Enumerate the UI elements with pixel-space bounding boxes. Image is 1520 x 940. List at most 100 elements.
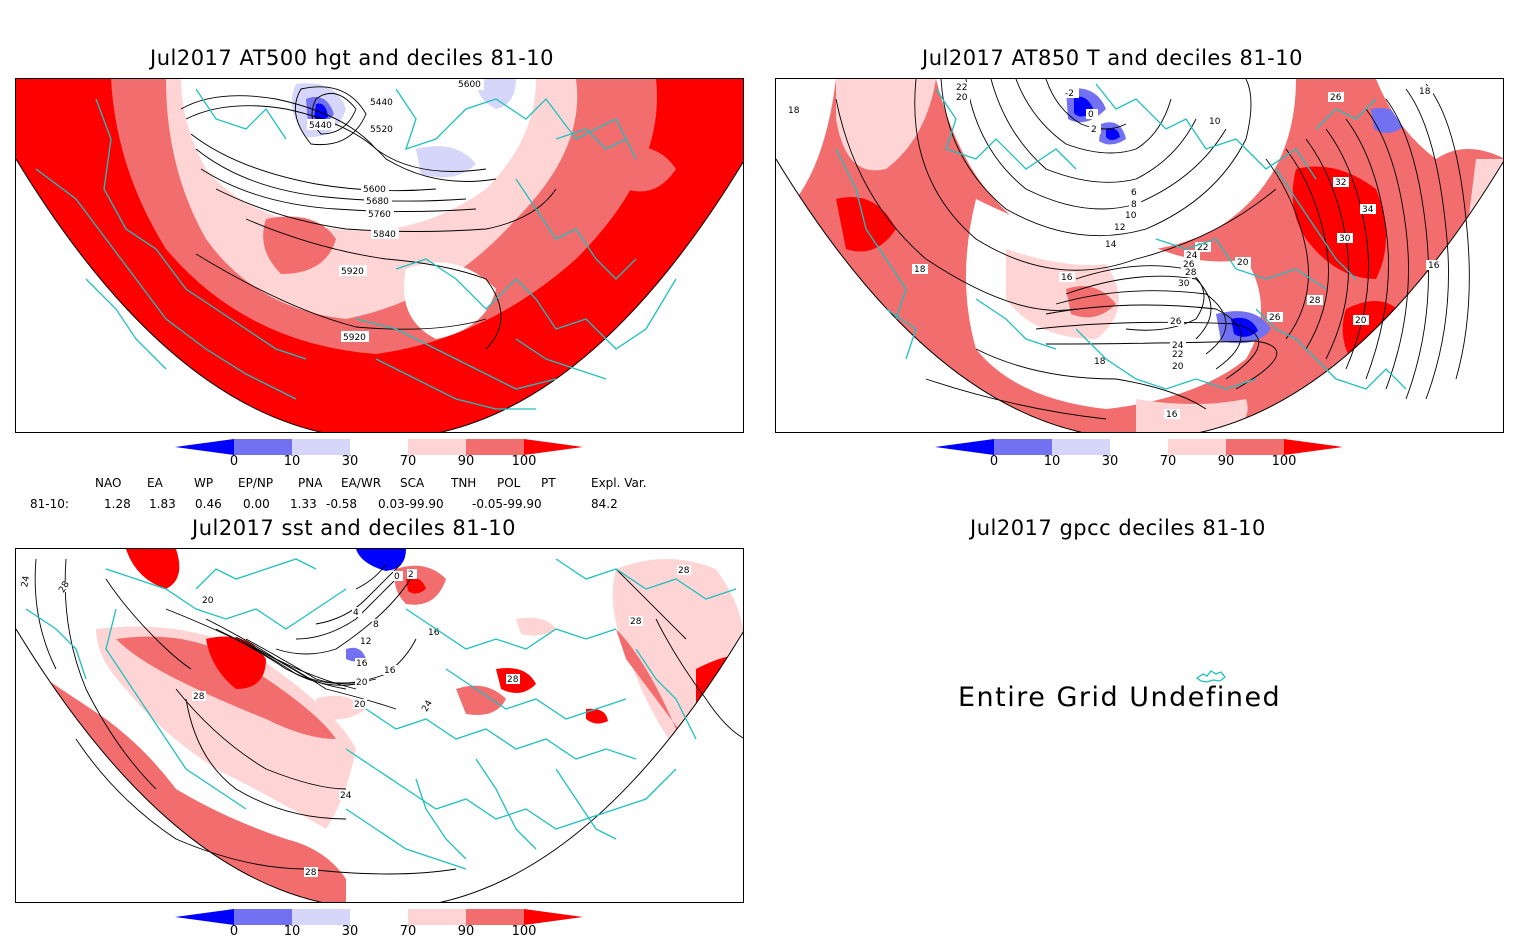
contour-label: 26 bbox=[1330, 93, 1342, 103]
contour-label: 20 bbox=[202, 596, 214, 606]
contour-label: 8 bbox=[373, 620, 379, 630]
index-header: PT bbox=[541, 476, 556, 490]
index-value: 0.46 bbox=[195, 497, 222, 511]
contour-label: 20 bbox=[356, 678, 368, 688]
contour-label: 34 bbox=[1362, 205, 1374, 215]
contour-label: 5520 bbox=[370, 125, 393, 135]
contour-label: 24 bbox=[1172, 341, 1184, 351]
colorbar-label: 0 bbox=[989, 454, 999, 469]
index-value: 1.33 bbox=[290, 497, 317, 511]
index-header: SCA bbox=[400, 476, 425, 490]
colorbar-label: 30 bbox=[341, 924, 359, 939]
index-header: WP bbox=[194, 476, 214, 490]
colorbar-label: 30 bbox=[341, 454, 359, 469]
contour-label: 4 bbox=[353, 608, 359, 618]
colorbar-label: 10 bbox=[283, 924, 301, 939]
contour-label: 5440 bbox=[370, 98, 393, 108]
contour-label: 24 bbox=[20, 575, 32, 588]
index-value: -0.05 bbox=[472, 497, 504, 511]
index-header: POL bbox=[497, 476, 521, 490]
index-row-label: 81-10: bbox=[30, 497, 69, 511]
index-header: Expl. Var. bbox=[591, 476, 647, 490]
contour-label: 18 bbox=[1419, 87, 1431, 97]
panel-title-gpcc: Jul2017 gpcc deciles 81-10 bbox=[970, 516, 1266, 540]
colorbar-label: 0 bbox=[229, 454, 239, 469]
contour-label: 6 bbox=[1131, 188, 1137, 198]
gpcc-island-outline bbox=[1195, 670, 1226, 683]
colorbar-label: 100 bbox=[1271, 454, 1297, 469]
contour-label: 12 bbox=[360, 637, 371, 647]
index-value: 1.28 bbox=[104, 497, 131, 511]
index-value: -99.90 bbox=[405, 497, 444, 511]
contour-label: 20 bbox=[1172, 362, 1184, 372]
panel-title-hgt500: Jul2017 AT500 hgt and deciles 81-10 bbox=[150, 46, 555, 70]
colorbar-label: 90 bbox=[457, 454, 475, 469]
index-value: 0.00 bbox=[243, 497, 270, 511]
sst-contour-labels: 24 28 20 0 2 4 8 12 16 16 20 24 28 28 28… bbox=[18, 565, 691, 878]
contour-label: 28 bbox=[507, 675, 519, 685]
contour-label: 28 bbox=[305, 868, 317, 878]
contour-label: 14 bbox=[1105, 240, 1117, 250]
contour-label: 5600 bbox=[363, 185, 386, 195]
index-header: EP/NP bbox=[238, 476, 274, 490]
colorbar-label: 10 bbox=[1043, 454, 1061, 469]
colorbar-label: 10 bbox=[283, 454, 301, 469]
contour-label: 0 bbox=[394, 572, 400, 582]
contour-label: 5440 bbox=[309, 121, 332, 131]
contour-label: 2 bbox=[1091, 125, 1097, 135]
contour-label: 24 bbox=[340, 791, 352, 801]
contour-label: 12 bbox=[1114, 223, 1125, 233]
hgt500-contour-labels: 5440 5440 5520 5600 5600 5680 5760 5840 … bbox=[307, 79, 484, 343]
contour-label: 24 bbox=[1186, 251, 1198, 261]
contour-label: 5920 bbox=[341, 267, 364, 277]
panel-title-sst: Jul2017 sst and deciles 81-10 bbox=[192, 516, 516, 540]
map-sst: 24 28 20 0 2 4 8 12 16 16 20 24 28 28 28… bbox=[15, 548, 744, 903]
colorbar-label: 70 bbox=[399, 924, 417, 939]
index-value: 84.2 bbox=[591, 497, 618, 511]
contour-label: 22 bbox=[1197, 243, 1208, 253]
contour-label: 5920 bbox=[343, 333, 366, 343]
colorbar-label: 0 bbox=[229, 924, 239, 939]
contour-label: 30 bbox=[1178, 279, 1190, 289]
map-t850: 22 20 -2 0 2 10 26 18 18 6 8 10 12 14 16… bbox=[775, 78, 1504, 433]
t850-contour-labels: 22 20 -2 0 2 10 26 18 18 6 8 10 12 14 16… bbox=[786, 82, 1442, 420]
colorbar-label: 70 bbox=[1159, 454, 1177, 469]
colorbar-label: 100 bbox=[511, 454, 537, 469]
contour-label: 10 bbox=[1125, 211, 1137, 221]
map-hgt500: 5440 5440 5520 5600 5600 5680 5760 5840 … bbox=[15, 78, 744, 433]
contour-label: 16 bbox=[1061, 273, 1073, 283]
contour-label: 20 bbox=[1355, 316, 1367, 326]
index-value: -0.58 bbox=[326, 497, 358, 511]
colorbar-hgt500: 0 10 30 70 90 100 bbox=[170, 438, 590, 474]
contour-label: 32 bbox=[1335, 178, 1346, 188]
index-header: EA bbox=[147, 476, 163, 490]
contour-label: 26 bbox=[1170, 317, 1182, 327]
contour-label: 10 bbox=[1209, 117, 1221, 127]
colorbar-label: 30 bbox=[1101, 454, 1119, 469]
contour-label: 16 bbox=[384, 666, 396, 676]
colorbar-label: 70 bbox=[399, 454, 417, 469]
contour-label: 8 bbox=[1131, 200, 1137, 210]
contour-label: 20 bbox=[354, 700, 366, 710]
index-value: 0.03 bbox=[378, 497, 405, 511]
colorbar-label: 90 bbox=[1217, 454, 1235, 469]
contour-label: 22 bbox=[956, 83, 967, 93]
contour-label: 26 bbox=[1269, 313, 1281, 323]
contour-label: 18 bbox=[788, 106, 800, 116]
index-value: -99.90 bbox=[503, 497, 542, 511]
colorbar-label: 100 bbox=[511, 924, 537, 939]
contour-label: 5760 bbox=[368, 210, 391, 220]
contour-label: -2 bbox=[1065, 89, 1074, 99]
contour-label: 18 bbox=[1094, 357, 1106, 367]
contour-label: 2 bbox=[408, 570, 414, 580]
contour-label: 5680 bbox=[366, 197, 389, 207]
contour-label: 5840 bbox=[373, 230, 396, 240]
contour-label: 16 bbox=[428, 628, 440, 638]
contour-label: 30 bbox=[1339, 234, 1351, 244]
index-header: PNA bbox=[298, 476, 323, 490]
index-header: TNH bbox=[451, 476, 477, 490]
contour-label: 28 bbox=[630, 617, 642, 627]
contour-label: 28 bbox=[1309, 296, 1321, 306]
contour-label: 28 bbox=[193, 692, 205, 702]
contour-label: 22 bbox=[1172, 350, 1183, 360]
